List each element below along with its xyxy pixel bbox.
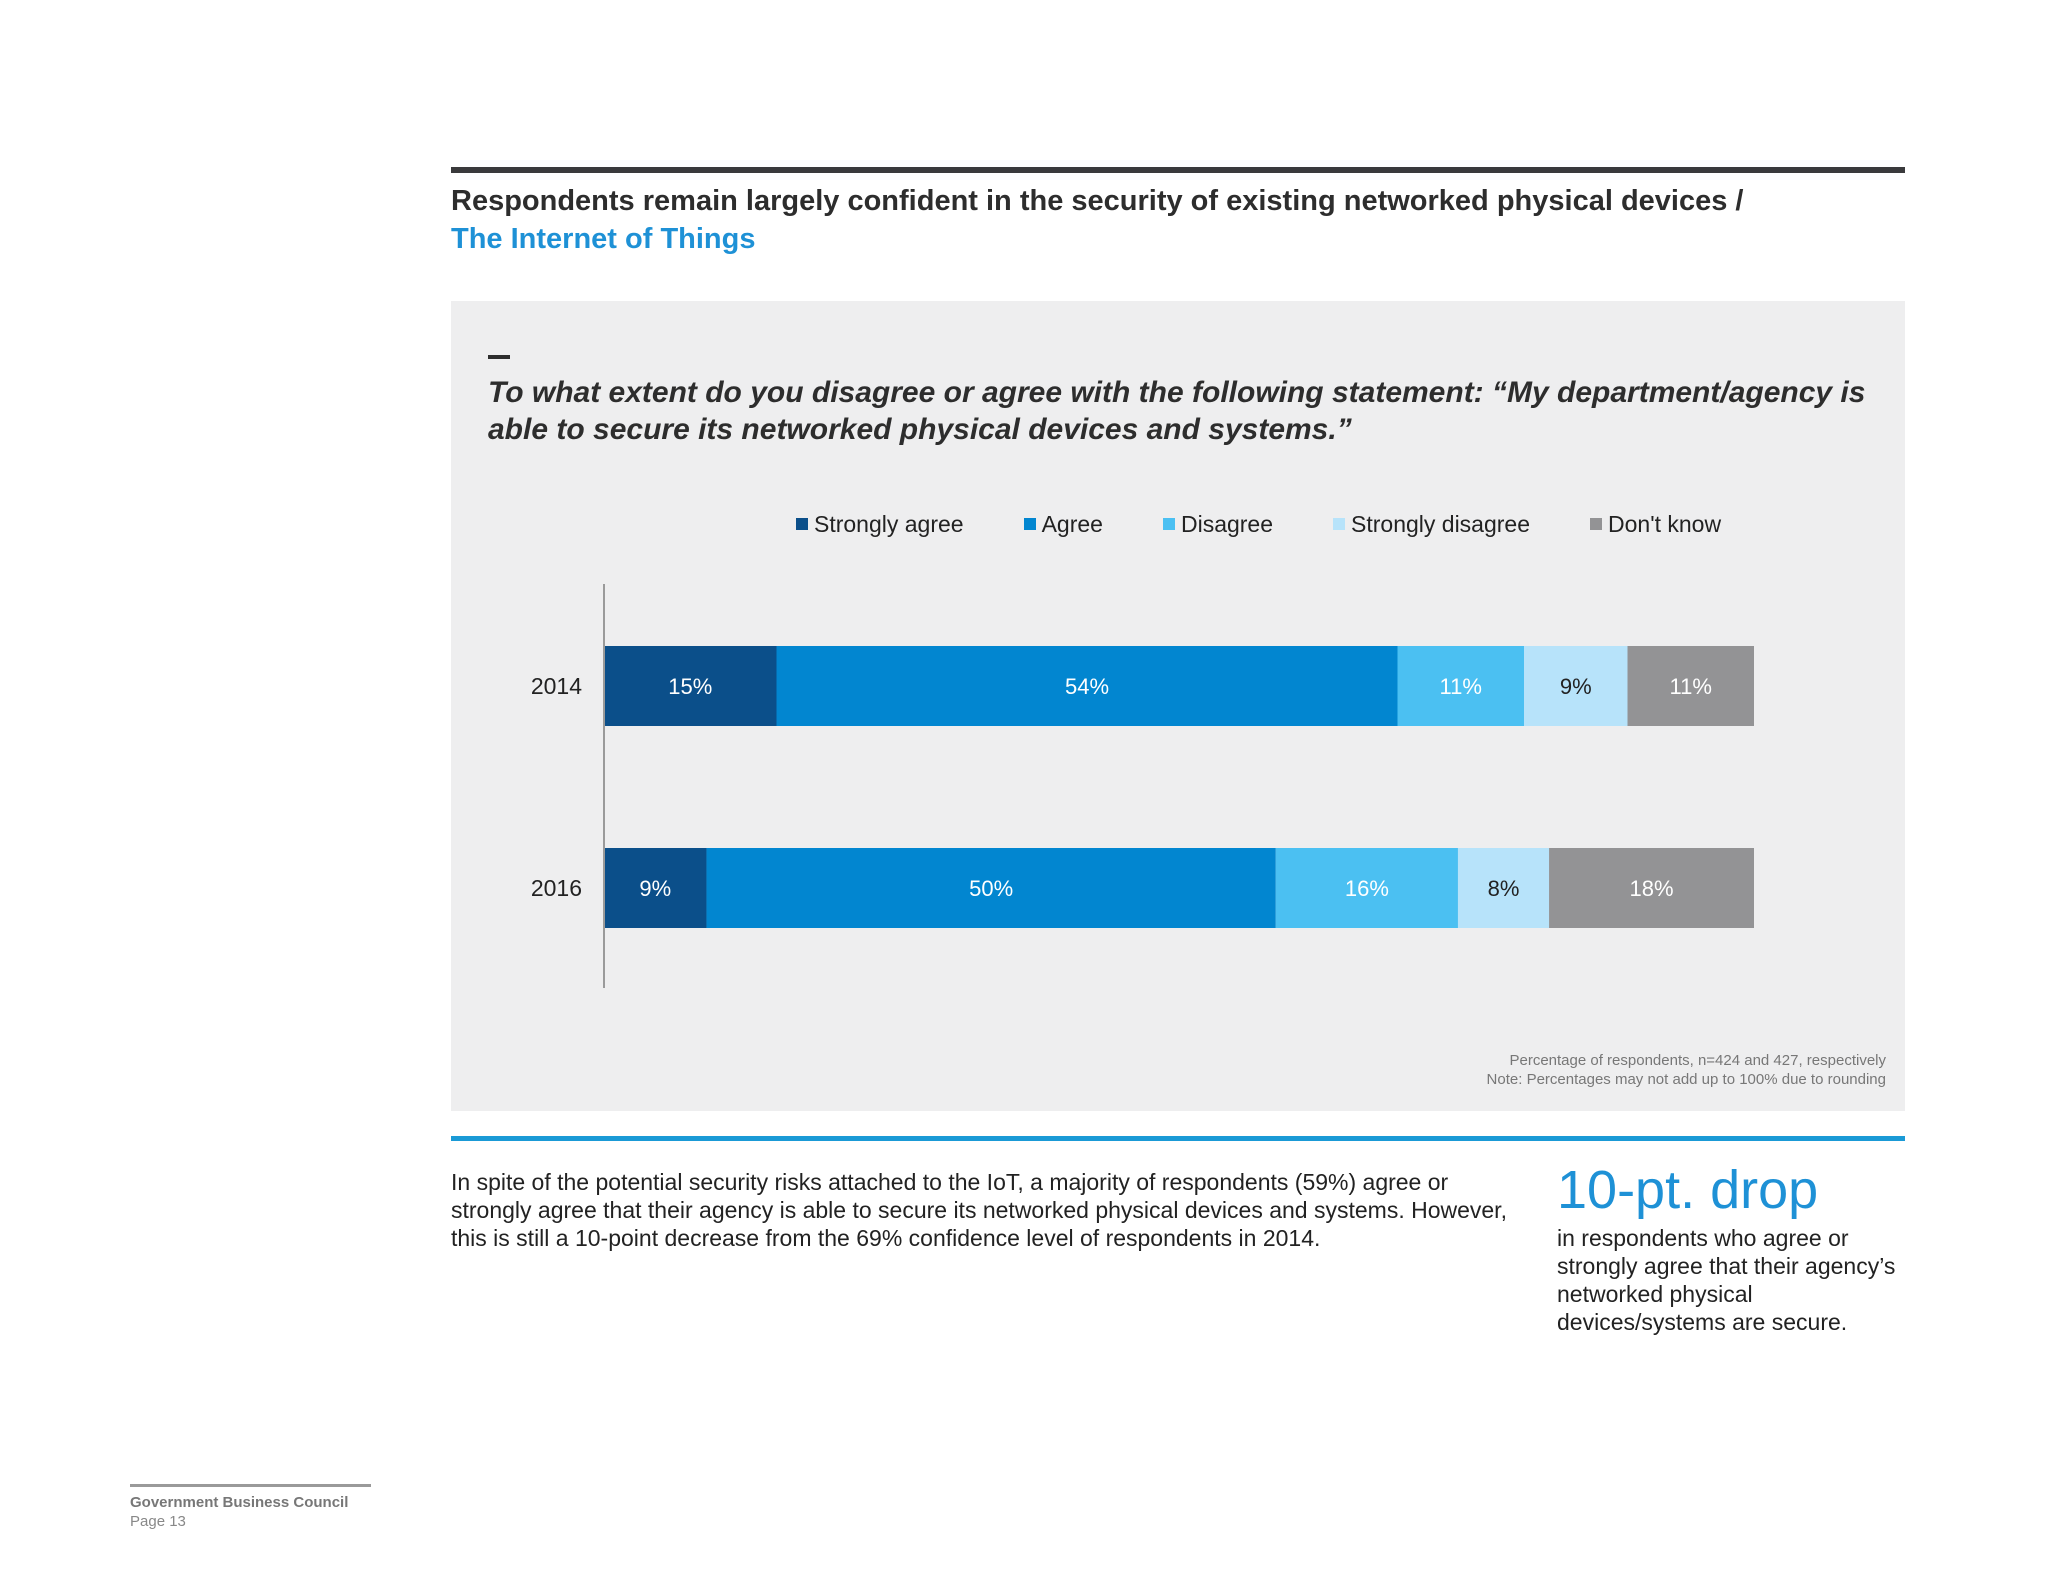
chart-footnote: Percentage of respondents, n=424 and 427… [1487,1051,1886,1089]
data-label: 16% [1345,876,1389,901]
bar-segment [604,848,707,928]
footer-rule [130,1484,371,1487]
bar-segment [604,646,777,726]
stacked-bar-chart: 2014 15% 54% 11% 9% 11% 2016 9% 50% 16% 8% 18% [531,584,1754,988]
question-dash [488,355,510,359]
legend-item-agree: Agree [1023,510,1103,538]
data-label: 18% [1630,876,1674,901]
footnote-rounding: Note: Percentages may not add up to 100%… [1486,1071,1886,1088]
y-tick-label: 2014 [531,673,582,699]
bar-segment [1627,646,1754,726]
bar-segment [1524,646,1628,726]
bar-segment [1549,848,1754,928]
page-number: Page 13 [130,1513,186,1530]
legend-swatch [1023,518,1036,530]
data-label: 11% [1440,674,1482,699]
section-rule [451,1136,1905,1141]
legend-label: Agree [1041,510,1103,537]
footnote-sample: Percentage of respondents, n=424 and 427… [1509,1052,1886,1069]
survey-question: To what extent do you disagree or agree … [488,376,1866,446]
bar-segment [1397,646,1524,726]
data-label: 9% [1560,674,1592,699]
legend-label: Strongly agree [814,510,964,537]
legend-label: Strongly disagree [1351,510,1531,537]
data-label: 9% [639,876,671,901]
page-subtitle: The Internet of Things [451,223,756,255]
data-label: 15% [668,674,712,699]
bar-segment [1275,848,1458,928]
legend-item-disagree: Disagree [1162,510,1274,538]
legend-swatch [1333,518,1346,530]
legend-label: Disagree [1180,510,1274,537]
data-label: 11% [1670,674,1712,699]
data-label: 8% [1488,876,1520,901]
legend-swatch [1162,518,1175,530]
page-title: Respondents remain largely confident in … [451,185,1744,217]
legend-item-don-t-know: Don't know [1590,511,1721,538]
data-label: 54% [1065,674,1109,699]
legend-swatch [796,518,808,530]
bar-segment [776,646,1398,726]
callout-stat: 10-pt. drop [1557,1160,1819,1220]
legend-label: Don't know [1608,510,1722,537]
chart-legend: Strongly agree Agree Disagree Strongly disa… [796,509,1721,539]
footer-org: Government Business Council [130,1494,349,1511]
bar-segment [1457,848,1550,928]
y-tick-label: 2016 [531,875,582,901]
legend-swatch [1590,518,1603,530]
top-rule [451,167,1905,173]
bar-segment [706,848,1276,928]
legend-item-strongly-agree: Strongly agree [796,511,964,538]
data-label: 50% [969,876,1013,901]
legend-item-strongly-disagree: Strongly disagree [1333,511,1530,538]
callout-text: in respondents who agree or strongly agr… [1557,1225,1896,1335]
body-paragraph: In spite of the potential security risks… [451,1169,1507,1251]
